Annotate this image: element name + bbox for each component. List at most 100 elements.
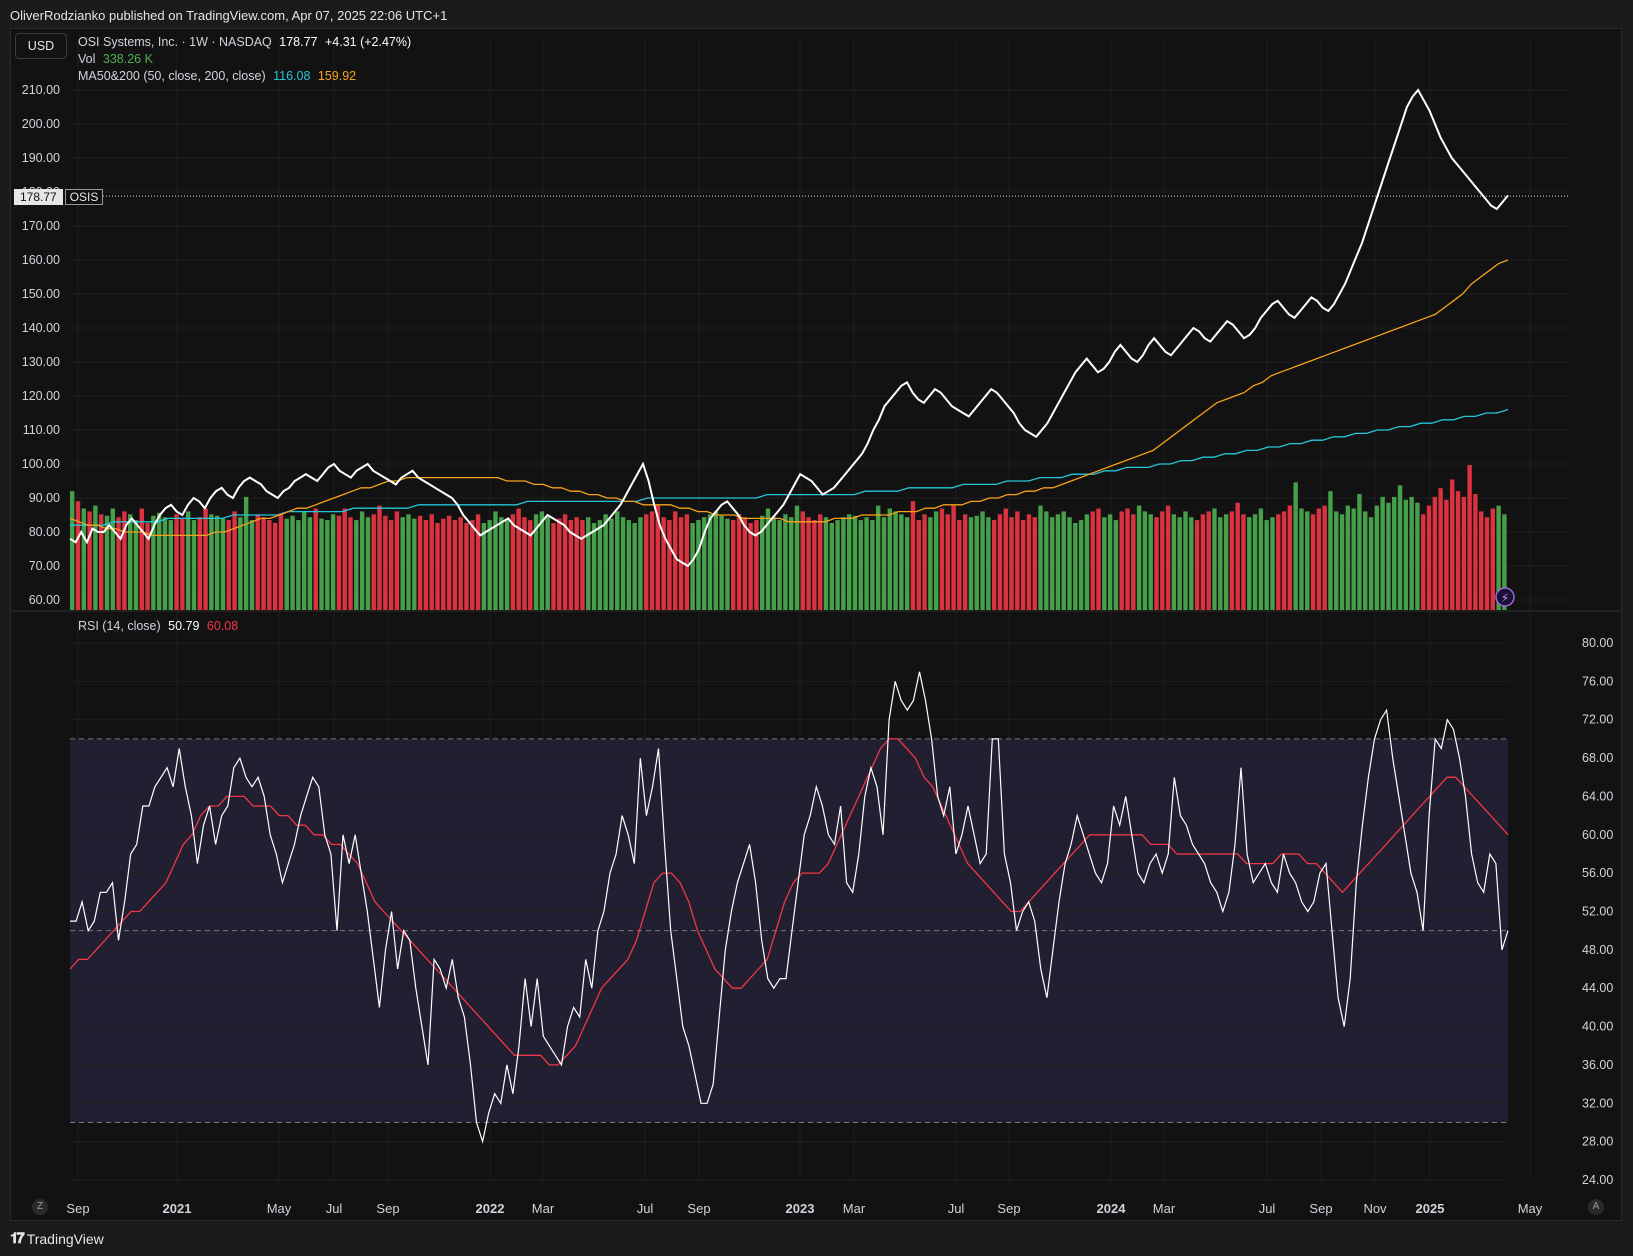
volume-bar <box>1287 505 1293 610</box>
tradingview-logo[interactable]: 𝟏𝟕 TradingView <box>10 1230 104 1247</box>
volume-bar <box>1293 482 1298 610</box>
price-tag-symbol: OSIS <box>64 189 104 205</box>
volume-bar <box>968 517 974 610</box>
volume-bar <box>475 514 481 610</box>
volume-bar <box>1142 511 1148 610</box>
symbol-line: OSI Systems, Inc. · 1W · NASDAQ <box>78 35 272 49</box>
currency-button[interactable]: USD <box>15 33 67 59</box>
volume-bar <box>557 518 562 610</box>
volume-bar <box>1397 485 1403 610</box>
volume-bar <box>904 517 910 610</box>
volume-bar <box>991 520 997 610</box>
volume-bar <box>151 515 156 610</box>
volume-bar <box>1107 514 1113 610</box>
volume-bar <box>1177 517 1182 610</box>
volume-bar <box>1409 496 1414 610</box>
volume-bar <box>771 517 777 610</box>
volume-bar <box>928 517 933 610</box>
volume-bar <box>574 517 579 610</box>
volume-bar <box>1154 517 1159 610</box>
rsi-tick-label: 48.00 <box>1582 943 1613 957</box>
volume-bar <box>661 517 666 610</box>
x-tick-label: 2023 <box>786 1201 815 1216</box>
volume-bar <box>122 511 127 610</box>
volume-bar <box>800 511 805 610</box>
volume-bar <box>394 511 400 610</box>
volume-bar <box>1479 511 1484 610</box>
volume-bar <box>493 511 498 610</box>
volume-bar <box>933 511 939 610</box>
volume-bar <box>232 511 237 610</box>
x-tick-label: Sep <box>376 1201 399 1216</box>
volume-bar <box>1055 514 1061 610</box>
last-price-tag: 178.77 OSIS <box>14 189 104 205</box>
rsi-tick-label: 28.00 <box>1582 1135 1613 1149</box>
volume-bar <box>504 520 510 610</box>
zoom-reset-button[interactable]: Z <box>32 1199 48 1215</box>
volume-bar <box>429 514 434 610</box>
volume-bar <box>835 520 840 610</box>
volume-bar <box>481 523 487 610</box>
volume-bar <box>278 514 284 610</box>
volume-bar <box>644 514 649 610</box>
volume-bar <box>609 518 614 610</box>
alert-badge-icon <box>1495 587 1515 607</box>
volume-bar <box>707 514 713 610</box>
x-tick-label: Nov <box>1363 1201 1387 1216</box>
volume-bar <box>1038 505 1043 610</box>
volume-bar <box>441 518 446 610</box>
volume-bar <box>620 517 626 610</box>
volume-bar <box>1067 517 1072 610</box>
volume-bar <box>736 514 742 610</box>
volume-bar <box>330 514 336 610</box>
volume-bar <box>962 514 968 610</box>
ma200-value: 159.92 <box>317 69 357 83</box>
volume-bar <box>980 511 985 610</box>
volume-bar <box>168 520 173 610</box>
volume-bar <box>446 515 452 610</box>
volume-bar <box>139 508 144 610</box>
volume-bar <box>435 523 440 610</box>
rsi-tick-label: 60.00 <box>1582 828 1613 842</box>
volume-bar <box>1467 465 1472 610</box>
volume-bar <box>307 517 313 610</box>
volume-bar <box>783 514 788 610</box>
rsi-tick-label: 40.00 <box>1582 1020 1613 1034</box>
volume-bar <box>1032 517 1037 610</box>
volume-bar <box>1044 511 1049 610</box>
volume-legend: Vol 338.26 K <box>78 52 157 66</box>
price-tick-label: 70.00 <box>29 559 60 573</box>
volume-bar <box>127 514 133 610</box>
volume-bar <box>354 520 359 610</box>
x-tick-label: May <box>1518 1201 1543 1216</box>
lightning-icon: ⚡ <box>1501 591 1509 605</box>
volume-bar <box>145 523 150 610</box>
rsi-legend: RSI (14, close) 50.79 60.08 <box>78 619 242 633</box>
volume-bar <box>696 520 701 610</box>
volume-bar <box>638 517 643 610</box>
volume-bar <box>794 505 800 610</box>
auto-scale-button[interactable]: A <box>1588 1199 1604 1215</box>
x-tick-label: 2022 <box>476 1201 505 1216</box>
price-tick-label: 210.00 <box>22 83 60 97</box>
volume-bar <box>470 520 475 610</box>
x-tick-label: Mar <box>843 1201 866 1216</box>
price-tick-label: 190.00 <box>22 151 60 165</box>
volume-bar <box>899 514 904 610</box>
volume-bar <box>1090 511 1095 610</box>
volume-bar <box>406 514 411 610</box>
rsi-tick-label: 68.00 <box>1582 751 1613 765</box>
volume-bar <box>997 514 1003 610</box>
volume-bar <box>284 518 289 610</box>
volume-bar <box>1084 514 1090 610</box>
volume-bar <box>1218 517 1223 610</box>
brand-name: TradingView <box>26 1230 104 1247</box>
volume-bar <box>1421 514 1426 610</box>
volume-bar <box>75 501 81 610</box>
volume-bar <box>760 515 765 610</box>
rsi-tick-label: 36.00 <box>1582 1058 1613 1072</box>
rsi-value: 50.79 <box>168 619 200 633</box>
x-tick-label: Sep <box>66 1201 89 1216</box>
volume-bar <box>371 514 376 610</box>
